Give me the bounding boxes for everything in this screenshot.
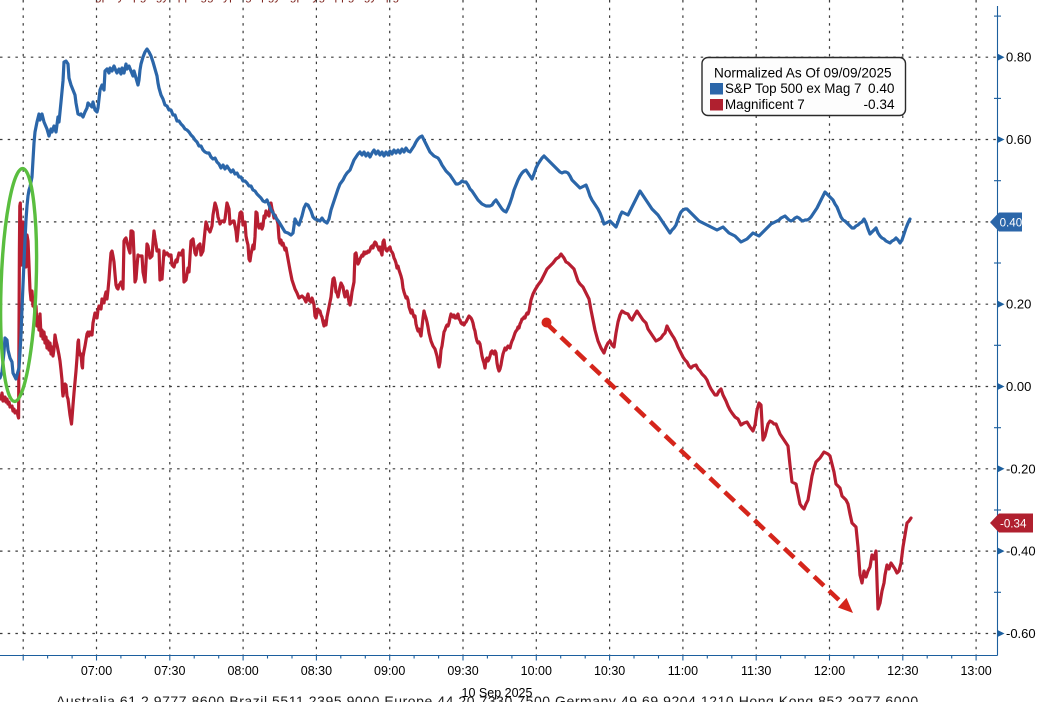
svg-text:07:30: 07:30 bbox=[154, 664, 185, 678]
svg-text:10:00: 10:00 bbox=[521, 664, 552, 678]
svg-text:11:30: 11:30 bbox=[741, 664, 771, 678]
svg-text:-0.60: -0.60 bbox=[1006, 626, 1036, 641]
svg-text:12:00: 12:00 bbox=[814, 664, 845, 678]
svg-text:09:00: 09:00 bbox=[374, 664, 405, 678]
svg-text:-0.34: -0.34 bbox=[1000, 518, 1027, 531]
svg-text:S&P Top 500 ex Mag 7: S&P Top 500 ex Mag 7 bbox=[725, 81, 861, 96]
svg-text:11:00: 11:00 bbox=[668, 664, 698, 678]
svg-text:0.40: 0.40 bbox=[1000, 217, 1023, 230]
svg-text:-0.34: -0.34 bbox=[864, 97, 895, 112]
svg-text:gp y pg gy pp gg yp g pgy gp y: gp y pg gy pp gg yp g pgy gp yg ppg gy p… bbox=[95, 0, 399, 3]
svg-text:0.80: 0.80 bbox=[1006, 50, 1031, 65]
svg-text:12:30: 12:30 bbox=[887, 664, 918, 678]
svg-text:09:30: 09:30 bbox=[447, 664, 478, 678]
svg-text:07:00: 07:00 bbox=[81, 664, 112, 678]
svg-text:Magnificent 7: Magnificent 7 bbox=[725, 97, 805, 112]
svg-text:0.20: 0.20 bbox=[1006, 297, 1031, 312]
svg-text:0.40: 0.40 bbox=[868, 81, 895, 96]
svg-text:08:30: 08:30 bbox=[301, 664, 332, 678]
svg-text:0.00: 0.00 bbox=[1006, 379, 1031, 394]
svg-text:10:30: 10:30 bbox=[594, 664, 625, 678]
svg-text:Australia 61 2 9777 8600 Brazi: Australia 61 2 9777 8600 Brazil 5511 239… bbox=[56, 693, 919, 702]
svg-text:08:00: 08:00 bbox=[227, 664, 258, 678]
svg-text:Normalized As Of 09/09/2025: Normalized As Of 09/09/2025 bbox=[714, 66, 892, 81]
svg-text:-0.20: -0.20 bbox=[1006, 461, 1036, 476]
svg-text:0.60: 0.60 bbox=[1006, 132, 1031, 147]
svg-text:13:00: 13:00 bbox=[960, 664, 991, 678]
svg-text:-0.40: -0.40 bbox=[1006, 544, 1036, 559]
svg-text:10 Sep 2025: 10 Sep 2025 bbox=[462, 686, 533, 700]
